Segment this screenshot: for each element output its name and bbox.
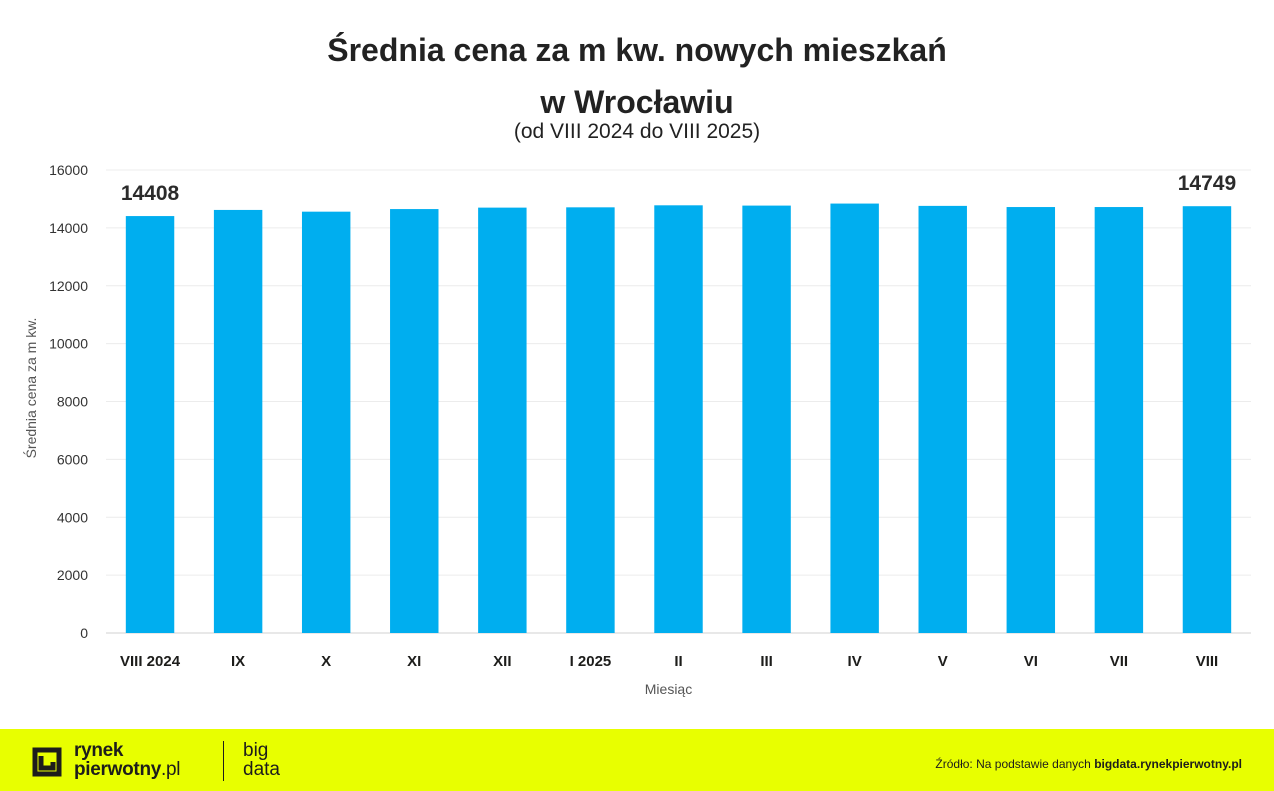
x-tick-label: IX [231,653,245,670]
bigdata-line2: data [243,759,280,780]
chart-title-line1: Średnia cena za m kw. nowych mieszkań [327,32,947,68]
y-tick-label: 2000 [57,567,88,583]
logo-line2-light: .pl [161,759,181,780]
x-tick-label: VII [1110,653,1128,670]
chart-title-line2: w Wrocławiu [540,84,734,120]
y-tick-label: 16000 [49,162,88,178]
bar [478,207,527,633]
chart-title: Średnia cena za m kw. nowych mieszkań w … [0,24,1274,128]
x-tick-label: IV [848,653,862,670]
source-site: bigdata.rynekpierwotny.pl [1094,757,1242,771]
x-tick-label: XII [493,653,511,670]
x-tick-label: XI [407,653,421,670]
y-tick-label: 12000 [49,278,88,294]
bar [301,211,351,634]
logo-line1: rynek [74,740,124,761]
x-tick-label: III [760,653,773,670]
chart-subtitle: (od VIII 2024 do VIII 2025) [513,120,761,143]
data-label: 14408 [121,182,180,205]
source-prefix: Źródło: Na podstawie danych [935,757,1091,771]
logo-divider [223,741,224,781]
y-tick-label: 8000 [57,394,88,410]
footer-bar: rynek pierwotny.pl big data Źródło: Na p… [0,729,1274,791]
x-tick-label: II [674,653,682,670]
bigdata-line1: big [243,740,269,761]
y-tick-label: 6000 [57,451,88,467]
bar [1094,207,1144,634]
bar [125,216,175,634]
bar [742,205,791,633]
x-tick-label: V [938,653,948,670]
bar [830,203,879,633]
y-axis-title: Średnia cena za m kw. [22,318,39,459]
x-tick-label: VIII 2024 [120,653,181,670]
rynekpierwotny-logo: rynek pierwotny.pl [74,740,181,780]
bar [390,209,439,634]
y-tick-label: 0 [80,625,88,641]
bigdata-logo: big data [243,741,280,779]
bar-chart: 0200040006000800010000120001400016000VII… [22,162,1251,697]
rynekpierwotny-logo-icon [32,747,62,777]
x-tick-label: X [321,653,331,670]
bar [213,209,263,633]
bar [1006,207,1056,634]
bar [1182,206,1232,633]
source-note: Źródło: Na podstawie danych bigdata.ryne… [935,757,1242,771]
data-label: 14749 [1178,172,1236,195]
bar [918,205,967,633]
y-tick-label: 4000 [57,509,88,525]
y-tick-label: 14000 [49,220,88,236]
bar [654,205,703,633]
x-axis-title: Miesiąc [645,681,692,697]
logo-line2-bold: pierwotny [74,759,162,780]
x-tick-label: VIII [1196,653,1219,670]
x-tick-label: VI [1024,653,1038,670]
x-tick-label: I 2025 [570,653,612,670]
y-tick-label: 10000 [49,336,88,352]
bar [566,207,615,633]
